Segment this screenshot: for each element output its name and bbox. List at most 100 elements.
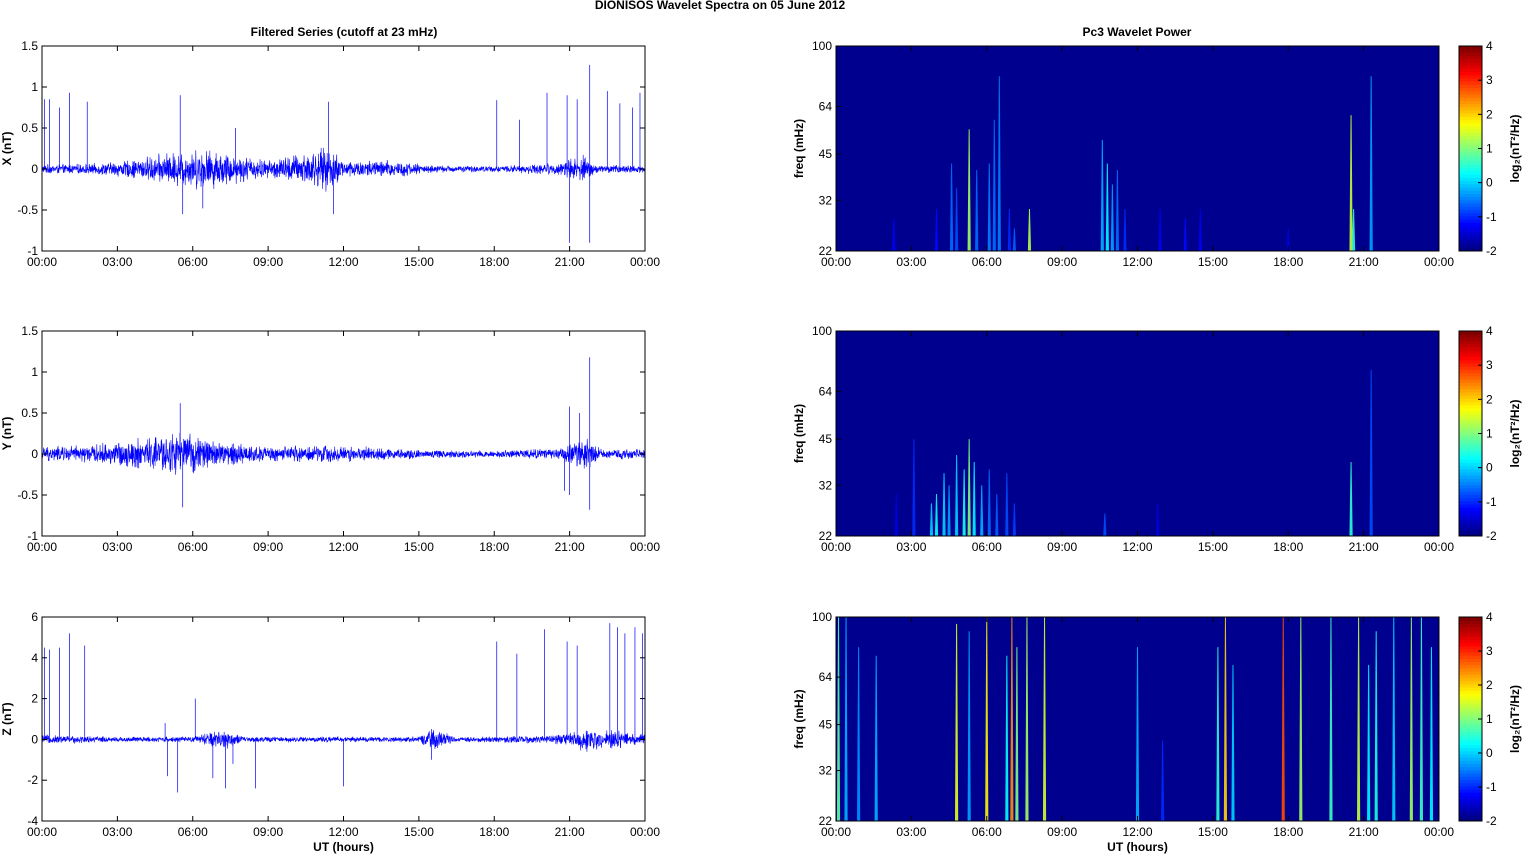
power-streak	[980, 485, 984, 536]
power-streak	[1369, 76, 1373, 252]
colorbar-swatch	[1459, 808, 1482, 812]
x-tick-label: 06:00	[972, 825, 1002, 839]
colorbar-swatch	[1459, 817, 1482, 822]
power-streak	[1027, 209, 1032, 251]
power-streak	[1110, 184, 1114, 251]
x-tick-label: 21:00	[1349, 825, 1379, 839]
colorbar-swatch	[1459, 443, 1482, 447]
colorbar-swatch	[1459, 639, 1482, 643]
x-tick-label: 09:00	[1047, 825, 1077, 839]
x-tick-label: 15:00	[1198, 825, 1228, 839]
x-tick-label: 00:00	[27, 255, 57, 269]
colorbar-swatch	[1459, 417, 1482, 422]
y-tick-label: -1	[27, 244, 38, 258]
colorbar-swatch	[1459, 340, 1482, 345]
x-tick-label: 12:00	[328, 540, 358, 554]
y-axis-label: freq (mHz)	[792, 689, 806, 748]
x-tick-label: 06:00	[972, 540, 1002, 554]
power-streak	[1115, 170, 1119, 251]
colorbar-swatch	[1459, 728, 1482, 733]
colorbar-swatch	[1459, 129, 1482, 133]
colorbar-swatch	[1459, 212, 1482, 217]
y-axis-label: X (nT)	[0, 132, 14, 166]
x-tick-label: 06:00	[178, 825, 208, 839]
colorbar-swatch	[1459, 186, 1482, 191]
colorbar-swatch	[1459, 671, 1482, 675]
colorbar-swatch	[1459, 177, 1482, 182]
colorbar-swatch	[1459, 372, 1482, 377]
colorbar-swatch	[1459, 55, 1482, 60]
colorbar-tick-label: 4	[1486, 324, 1493, 338]
plot-area	[42, 331, 645, 536]
colorbar-swatch	[1459, 391, 1482, 396]
y-filtered-series: -1 -0.5 0 0.5 1 1.5 Y (nT) 00:00 03:00 06:00 09:00…	[0, 324, 660, 554]
x-tick-label: 15:00	[404, 540, 434, 554]
colorbar-swatch	[1459, 430, 1482, 434]
x-tick-label: 21:00	[555, 540, 585, 554]
power-streak	[1103, 513, 1107, 536]
colorbar-swatch	[1459, 58, 1482, 63]
colorbar-label: log₂(nT²/Hz)	[1508, 685, 1522, 753]
colorbar-tick-label: 1	[1486, 142, 1493, 156]
y-tick-label: 100	[812, 39, 832, 53]
power-streak	[1329, 617, 1333, 821]
colorbar-swatch	[1459, 331, 1482, 335]
colorbar-swatch	[1459, 738, 1482, 742]
x-tick-label: 18:00	[1273, 825, 1303, 839]
power-streak	[985, 617, 989, 821]
y-tick-label: 1.5	[21, 39, 38, 53]
y-axis-label: freq (mHz)	[792, 119, 806, 178]
colorbar-tick-label: -1	[1486, 210, 1497, 224]
y-tick-label: 4	[31, 651, 38, 665]
colorbar-swatch	[1459, 449, 1482, 454]
y-tick-label: 45	[819, 718, 833, 732]
colorbar-swatch	[1459, 814, 1482, 819]
power-streak	[987, 469, 991, 536]
colorbar-swatch	[1459, 478, 1482, 483]
colorbar-swatch	[1459, 238, 1482, 242]
colorbar-swatch	[1459, 789, 1482, 793]
colorbar-swatch	[1459, 645, 1482, 650]
x-tick-label: 12:00	[328, 255, 358, 269]
power-streak	[1409, 617, 1413, 821]
colorbar-swatch	[1459, 145, 1482, 149]
colorbar-swatch	[1459, 183, 1482, 188]
colorbar-swatch	[1459, 78, 1482, 82]
colorbar-swatch	[1459, 231, 1482, 236]
colorbar-swatch	[1459, 414, 1482, 418]
colorbar-swatch	[1459, 750, 1482, 755]
colorbar-swatch	[1459, 754, 1482, 758]
colorbar-swatch	[1459, 94, 1482, 98]
series-trace	[41, 432, 646, 475]
colorbar-swatch	[1459, 677, 1482, 682]
colorbar-tick-label: 3	[1486, 358, 1493, 372]
x-tick-label: 00:00	[1424, 540, 1454, 554]
x-tick-label: 21:00	[555, 255, 585, 269]
colorbar-swatch	[1459, 395, 1482, 399]
power-streak	[1156, 503, 1160, 536]
colorbar-swatch	[1459, 668, 1482, 672]
y-tick-label: 6	[31, 610, 38, 624]
colorbar-tick-label: 0	[1486, 176, 1493, 190]
x-tick-label: 00:00	[821, 540, 851, 554]
power-streak	[1349, 115, 1353, 251]
colorbar-swatch	[1459, 84, 1482, 89]
power-streak	[1281, 617, 1285, 821]
colorbar-swatch	[1459, 763, 1482, 768]
colorbar-swatch	[1459, 218, 1482, 223]
power-streak	[962, 469, 966, 536]
colorbar-swatch	[1459, 811, 1482, 816]
power-streak	[912, 439, 916, 536]
y-tick-label: -4	[27, 814, 38, 828]
y-tick-label: 22	[819, 814, 833, 828]
colorbar-swatch	[1459, 690, 1482, 694]
power-streak	[1429, 647, 1434, 821]
colorbar-swatch	[1459, 161, 1482, 166]
colorbar-tick-label: -1	[1486, 780, 1497, 794]
plot-area	[42, 617, 645, 821]
colorbar-swatch	[1459, 375, 1482, 380]
colorbar-swatch	[1459, 87, 1482, 92]
colorbar-swatch	[1459, 491, 1482, 495]
colorbar-tick-label: -2	[1486, 529, 1497, 543]
